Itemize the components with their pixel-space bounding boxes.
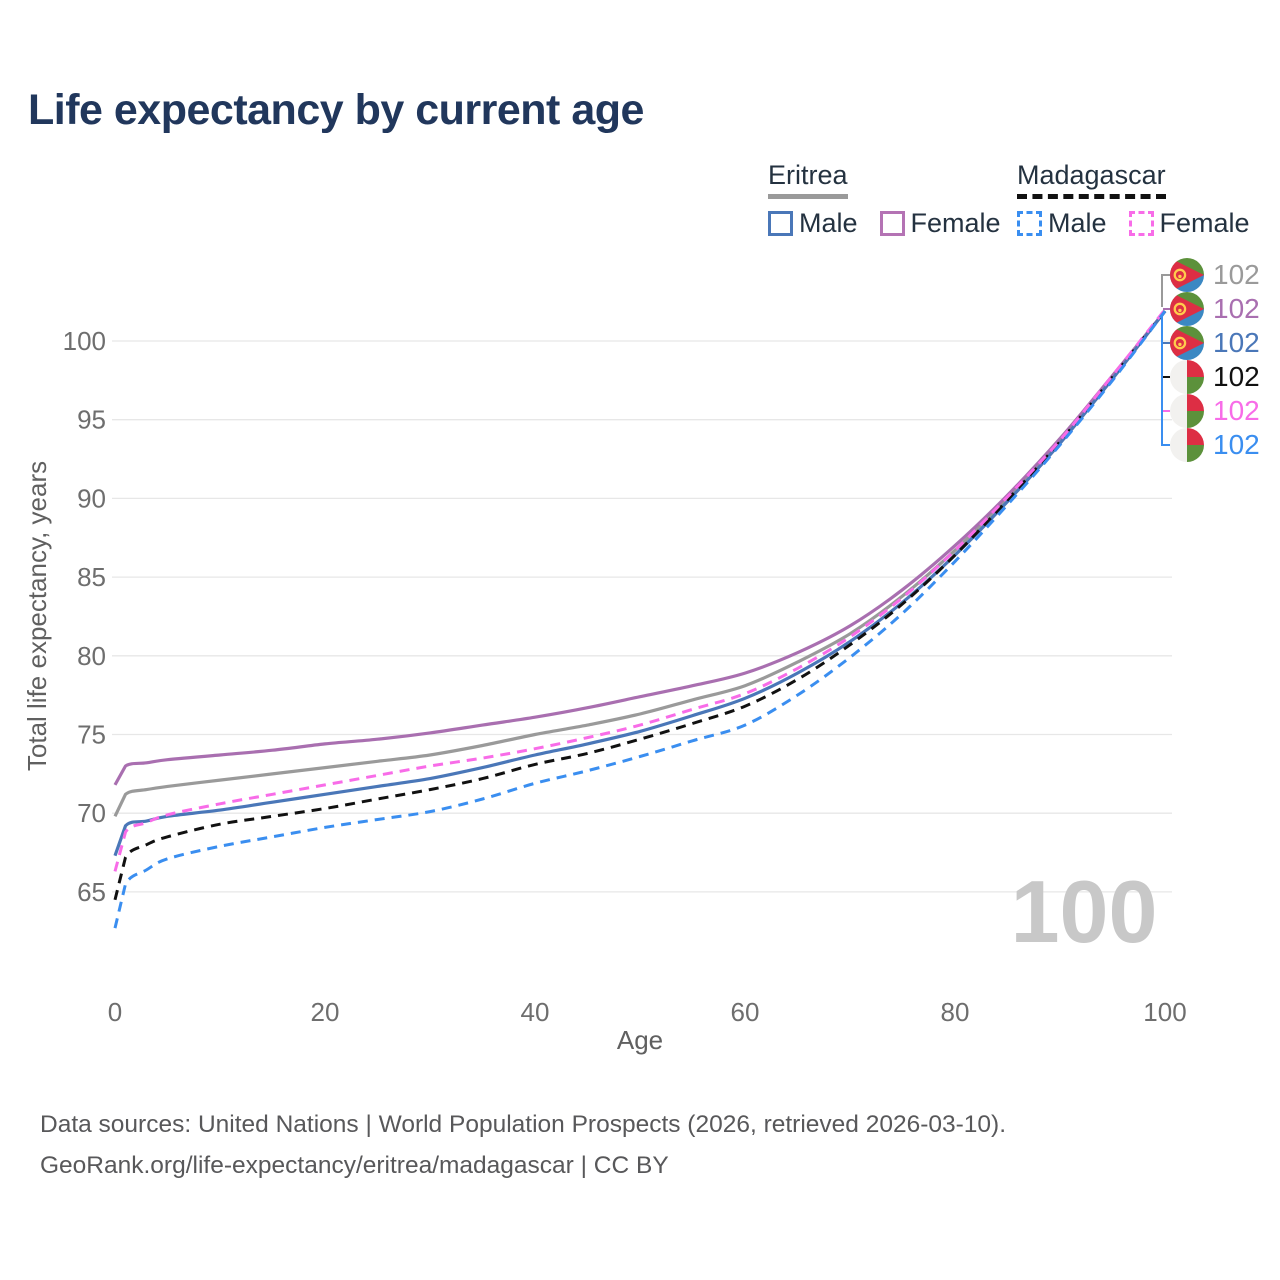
y-tick-label: 95 [77, 405, 106, 435]
legend-label: Male [799, 208, 858, 238]
y-tick-label: 100 [63, 326, 106, 356]
madagascar-flag-icon [1170, 360, 1204, 394]
x-tick-label: 60 [731, 997, 760, 1027]
eritrea-flag-icon [1170, 326, 1204, 360]
end-value-row-madagascar-female[interactable]: 102 [1170, 394, 1260, 428]
y-tick-label: 85 [77, 562, 106, 592]
y-tick-label: 65 [77, 877, 106, 907]
series-line-madagascar-female[interactable] [113, 308, 1167, 872]
end-value-row-madagascar[interactable]: 102 [1170, 360, 1260, 394]
legend-label: Male [1048, 208, 1107, 238]
eritrea-flag-icon [1170, 258, 1204, 292]
x-tick-label: 0 [108, 997, 122, 1027]
x-axis-ticks: 0 20 40 60 80 100 [108, 997, 1187, 1027]
series-line-eritrea[interactable] [113, 310, 1167, 817]
page-title: Life expectancy by current age [28, 86, 644, 134]
end-value-row-eritrea-female[interactable]: 102 [1170, 292, 1260, 326]
madagascar-flag-icon [1170, 394, 1204, 428]
legend-header-madagascar[interactable]: Madagascar [1017, 160, 1166, 199]
x-tick-label: 100 [1143, 997, 1186, 1027]
y-tick-label: 90 [77, 483, 106, 513]
series-line-madagascar-male[interactable] [113, 310, 1167, 929]
license-line: GeoRank.org/life-expectancy/eritrea/mada… [40, 1152, 669, 1179]
series-line-eritrea-male[interactable] [113, 310, 1167, 857]
end-value: 102 [1213, 327, 1260, 358]
legend-header-eritrea[interactable]: Eritrea [768, 160, 848, 199]
x-tick-label: 20 [311, 997, 340, 1027]
madagascar-flag-icon [1170, 428, 1204, 462]
hover-age-watermark: 100 [1011, 862, 1158, 961]
series-lines [113, 308, 1167, 929]
y-axis-ticks: 65 70 75 80 85 90 95 100 [63, 326, 106, 907]
end-label-connector [1161, 274, 1170, 307]
end-value: 102 [1213, 395, 1260, 426]
legend-item-eritrea-male[interactable]: Male [768, 208, 858, 239]
legend-item-madagascar-male[interactable]: Male [1017, 208, 1107, 239]
legend-item-eritrea-female[interactable]: Female [879, 208, 1001, 239]
end-value: 102 [1213, 259, 1260, 290]
legend-label: Female [910, 208, 1001, 238]
end-label-connectors [1161, 274, 1170, 446]
legend-item-madagascar-female[interactable]: Female [1128, 208, 1250, 239]
end-value: 102 [1213, 429, 1260, 460]
end-value-row-madagascar-male[interactable]: 102 [1170, 428, 1260, 462]
end-value-row-eritrea-male[interactable]: 102 [1170, 326, 1260, 360]
y-axis-title: Total life expectancy, years [22, 461, 52, 771]
source-attribution: Data sources: United Nations | World Pop… [40, 1104, 1006, 1186]
end-label-connector [1161, 315, 1170, 446]
legend-group-eritrea: Eritrea Male Female [768, 160, 1001, 239]
y-tick-label: 75 [77, 720, 106, 750]
x-tick-label: 80 [941, 997, 970, 1027]
end-value: 102 [1213, 361, 1260, 392]
eritrea-male-swatch-icon [768, 211, 793, 236]
data-source-line: Data sources: United Nations | World Pop… [40, 1111, 1007, 1138]
legend-label: Female [1159, 208, 1250, 238]
eritrea-female-swatch-icon [879, 211, 905, 236]
gridlines [112, 340, 1172, 893]
madagascar-female-swatch-icon [1128, 211, 1154, 236]
y-tick-label: 70 [77, 798, 106, 828]
x-tick-label: 40 [521, 997, 550, 1027]
y-tick-label: 80 [77, 641, 106, 671]
legend-group-madagascar: Madagascar Male Female [1017, 160, 1250, 239]
end-value-row-eritrea[interactable]: 102 [1170, 258, 1260, 292]
series-line-madagascar[interactable] [113, 310, 1167, 901]
x-axis-title: Age [617, 1025, 663, 1055]
madagascar-male-swatch-icon [1017, 211, 1042, 236]
eritrea-flag-icon [1170, 292, 1204, 326]
end-value: 102 [1213, 293, 1260, 324]
